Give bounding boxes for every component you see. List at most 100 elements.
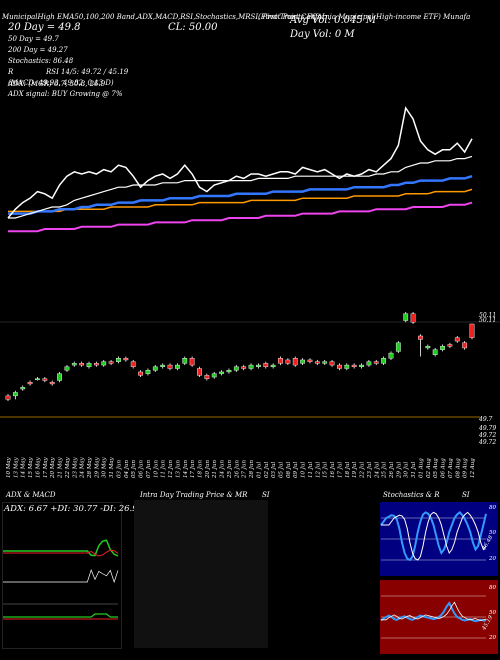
candle-body <box>130 361 136 367</box>
ma50-label: 50 Day = 49.7 <box>8 35 59 43</box>
date-tick-label: 15 May <box>28 456 34 478</box>
date-tick-label: 22 May <box>65 456 71 479</box>
date-tick-label: 20 Jun <box>205 460 211 479</box>
date-tick-label: 05 Aug <box>433 458 439 478</box>
candle <box>359 363 364 369</box>
candle-body <box>197 368 202 376</box>
date-tick-label: 13 Jun <box>175 460 181 478</box>
candle <box>366 359 372 367</box>
candle <box>381 356 387 366</box>
candle <box>219 370 224 376</box>
date-tick-label: 07 Jun <box>146 460 152 478</box>
candle-body <box>189 358 195 366</box>
candle-body <box>123 358 129 361</box>
candle-body <box>49 381 55 385</box>
date-tick-label: 25 Jul <box>382 462 388 479</box>
candle <box>388 351 394 360</box>
date-tick-label: 28 Jun <box>249 460 255 479</box>
date-tick-label: 10 May <box>6 456 12 478</box>
candle-body <box>314 361 320 364</box>
candle-body <box>174 364 180 369</box>
candle-body <box>204 375 210 379</box>
stoch-tick-20: 20 <box>489 556 496 562</box>
candle <box>86 361 92 369</box>
intraday-panel <box>134 500 268 648</box>
candle <box>57 371 62 383</box>
candle-body <box>64 366 70 371</box>
date-tick-label: 02 Jul <box>264 462 270 478</box>
date-tick-label: 01 Aug <box>418 458 424 478</box>
price-chart: 10 May 13 May 14 May 15 May 16 May 17 May 20 M… <box>0 106 500 479</box>
candle <box>300 358 306 366</box>
candle-body <box>12 392 18 397</box>
date-tick-label: 10 Jul <box>301 462 307 478</box>
adx-line-trace <box>3 568 119 584</box>
stoch-k-line <box>380 511 487 562</box>
date-tick-label: 12 Jun <box>168 460 174 478</box>
date-tick-label: 31 Jul <box>411 462 417 478</box>
macd-label: (MACD: 49.93, 49.82, 0.13 D) <box>8 79 114 87</box>
candle-body <box>71 363 77 366</box>
candle-body <box>79 363 85 366</box>
adx-signal: ADX signal: BUY Growing @ 7% <box>8 90 123 98</box>
candle <box>351 363 357 369</box>
date-tick-label: 29 Jul <box>396 462 402 479</box>
date-tick-label: 21 May <box>58 456 64 479</box>
candle-body <box>263 363 269 367</box>
candle-body <box>351 364 357 367</box>
candle <box>425 344 431 350</box>
candle-body <box>270 364 276 367</box>
date-tick-label: 19 Jul <box>352 462 358 478</box>
candle <box>101 359 107 367</box>
candle <box>182 356 188 366</box>
date-tick-label: 06 Jun <box>139 460 145 478</box>
price-label-low-3: 49.72 <box>479 439 497 446</box>
adx-panel-title: ADX & MACD <box>6 491 56 499</box>
ema200-line <box>8 201 473 233</box>
rsi-tick-20: 20 <box>489 635 496 641</box>
date-tick-label: 05 Jul <box>279 462 285 478</box>
candle-body <box>359 364 364 367</box>
candle-body <box>233 366 239 371</box>
date-tick-label: 17 Jul <box>337 462 343 478</box>
candle-body <box>300 359 306 364</box>
candle-body <box>27 381 33 385</box>
candle <box>130 359 136 369</box>
date-tick-label: 07 Aug <box>448 458 454 478</box>
candle-body <box>373 361 379 364</box>
minus-di-line <box>3 549 119 557</box>
date-tick-label: 20 May <box>50 456 56 479</box>
date-tick-label: 24 Jul <box>374 462 380 479</box>
date-tick-label: 05 Jun <box>131 460 137 478</box>
date-tick-label: 31 May <box>109 456 115 478</box>
date-tick-label: 11 Jun <box>161 460 167 478</box>
candle <box>322 359 328 366</box>
candle <box>395 341 401 354</box>
ema-lines <box>7 106 473 233</box>
candle-body <box>138 371 143 376</box>
candle <box>12 390 18 400</box>
candle-body <box>344 364 350 369</box>
candle <box>432 347 438 357</box>
date-tick-label: 09 Jul <box>293 462 299 478</box>
candle <box>270 363 276 369</box>
candle-body <box>108 361 114 364</box>
candle <box>145 368 151 376</box>
price-label-low-1: 49.79 <box>479 425 497 432</box>
candle-body <box>395 342 401 352</box>
rsi-tick-50: 50 <box>489 610 496 616</box>
candle-body <box>381 358 387 364</box>
adx-panel <box>2 502 122 649</box>
date-tick-label: 15 Jul <box>323 462 329 478</box>
date-tick-label: 03 Jun <box>116 460 122 478</box>
date-tick-label: 25 Jun <box>227 460 233 479</box>
ema100-line <box>8 188 473 213</box>
close-price: CL: 50.00 <box>168 22 218 33</box>
candle-body <box>432 349 438 356</box>
candle <box>108 359 114 366</box>
candle <box>373 359 379 366</box>
header-indicator-line: MunicipalHigh EMA50,100,200 Band,ADX,MAC… <box>2 13 327 21</box>
candle <box>248 363 254 371</box>
avg-volume: Avg Vol: 0.045 M <box>290 15 377 26</box>
candle <box>256 363 261 369</box>
